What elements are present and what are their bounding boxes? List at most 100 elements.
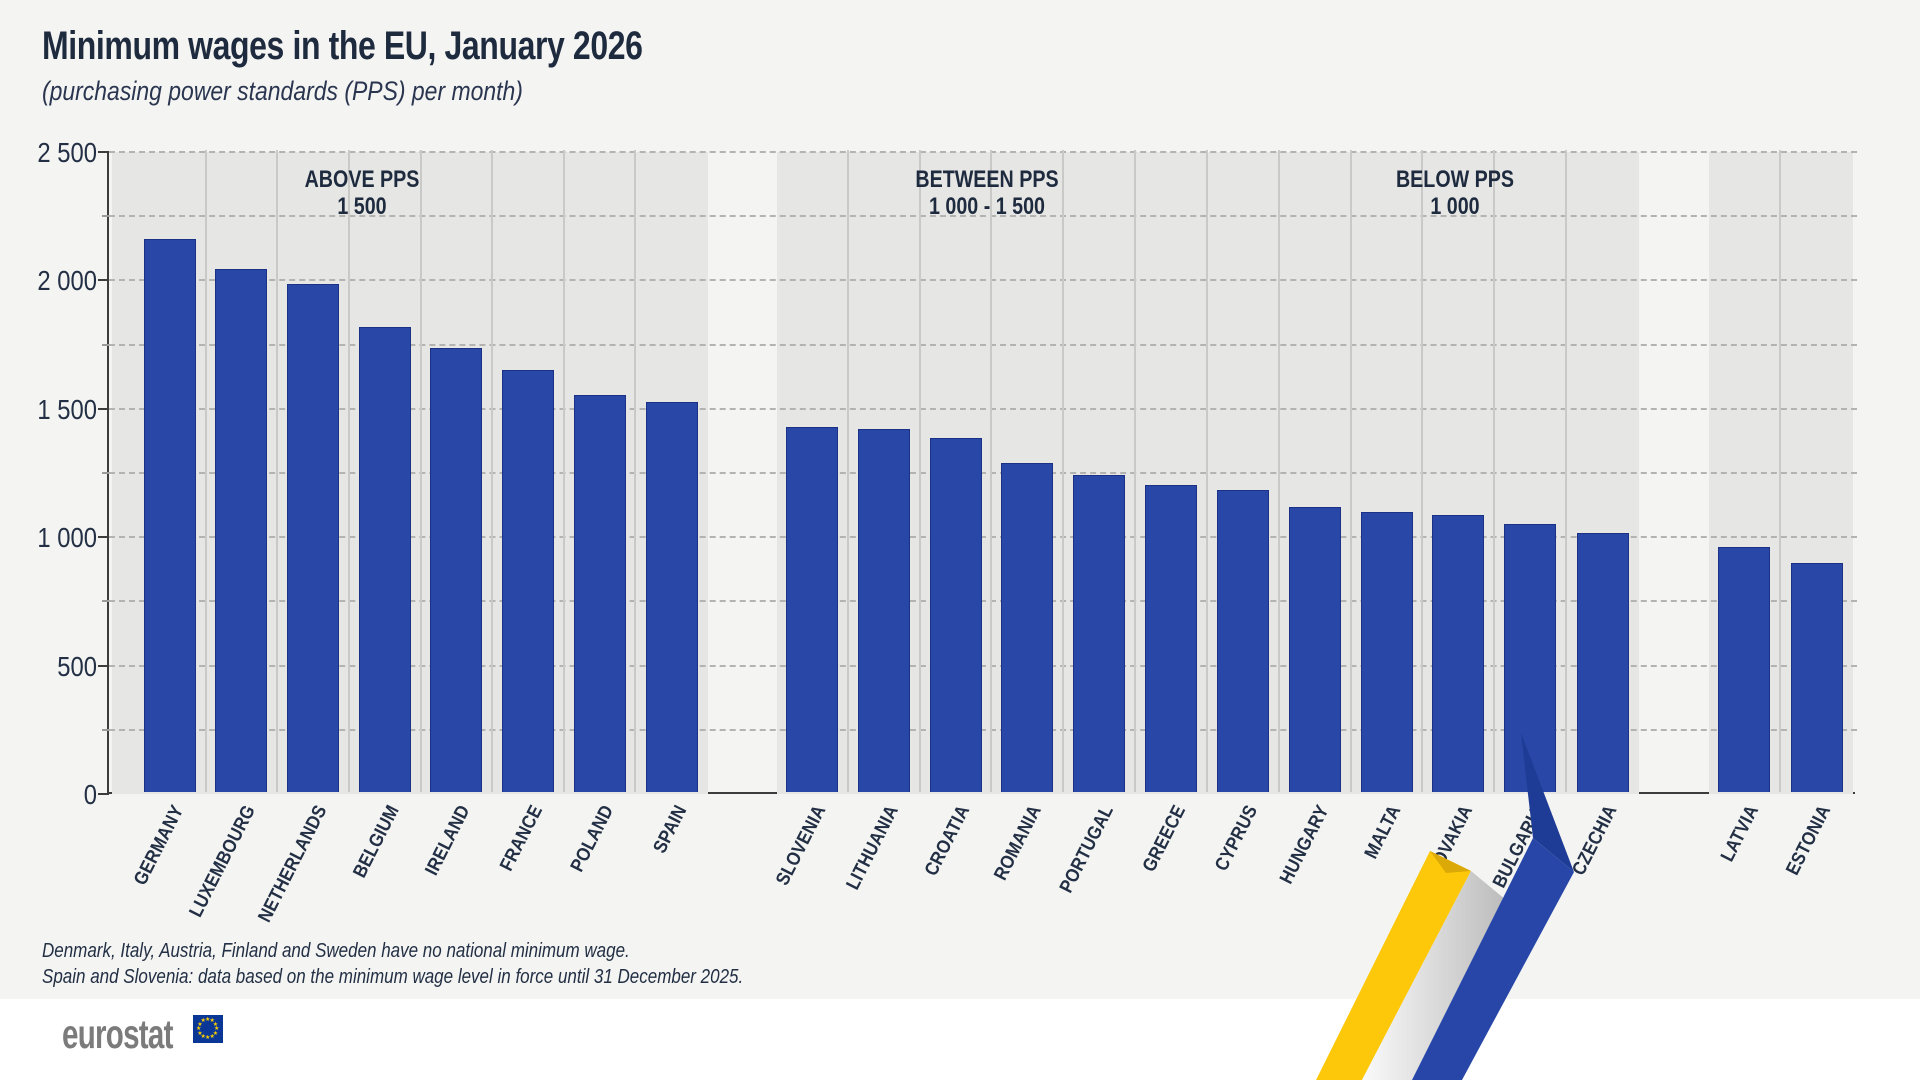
bar-column-netherlands: NETHERLANDS bbox=[255, 150, 350, 926]
gridline-250 bbox=[109, 728, 1857, 731]
bar-column-czechia: CZECHIA bbox=[1567, 150, 1639, 879]
bar-chart: GERMANY LUXEMBOURG NETHERLANDS BELGIUM IRELA… bbox=[37, 138, 1857, 926]
bar-column-belgium: BELGIUM bbox=[349, 150, 422, 881]
gridline-1750 bbox=[109, 343, 1857, 346]
gridline-1250 bbox=[109, 472, 1857, 474]
flag-star: ★ bbox=[214, 1026, 220, 1032]
group-heading-line: BETWEEN PPS bbox=[915, 166, 1059, 193]
group-heading-line: ABOVE PPS bbox=[304, 166, 420, 193]
flag-star: ★ bbox=[209, 1018, 215, 1025]
x-axis-label-poland: POLAND bbox=[567, 802, 619, 876]
gridline-2000 bbox=[109, 279, 1857, 282]
bar-column-france: FRANCE bbox=[493, 150, 565, 875]
y-tick-major bbox=[98, 664, 109, 667]
y-tick-label-0: 0 bbox=[83, 779, 97, 810]
bar-column-lithuania: LITHUANIA bbox=[842, 150, 921, 893]
bar-column-poland: POLAND bbox=[565, 150, 637, 875]
flag-star: ★ bbox=[209, 1033, 215, 1040]
gridline-750 bbox=[109, 600, 1857, 603]
y-tick-major bbox=[98, 793, 109, 795]
x-axis-label-slovenia: SLOVENIA bbox=[772, 802, 831, 889]
bar-lithuania bbox=[857, 428, 910, 792]
bar-column-slovenia: SLOVENIA bbox=[772, 150, 849, 889]
x-axis-label-ireland: IRELAND bbox=[422, 802, 476, 879]
bar-column-hungary: HUNGARY bbox=[1276, 150, 1352, 887]
y-tick-label-1000: 1 000 bbox=[37, 522, 97, 554]
bar-romania bbox=[1001, 463, 1054, 792]
bar-column-romania: ROMANIA bbox=[991, 150, 1065, 884]
bar-portugal bbox=[1073, 474, 1126, 792]
gridline-2500 bbox=[109, 151, 1857, 154]
bar-croatia bbox=[929, 437, 982, 792]
x-axis-label-estonia: ESTONIA bbox=[1782, 802, 1836, 879]
bar-latvia bbox=[1718, 546, 1770, 792]
flag-star: ★ bbox=[200, 1033, 206, 1040]
flag-star: ★ bbox=[200, 1018, 206, 1025]
bar-spain bbox=[646, 401, 699, 792]
y-tick-minor bbox=[102, 215, 109, 218]
flag-star: ★ bbox=[197, 1021, 203, 1028]
bar-czechia bbox=[1577, 532, 1630, 792]
bar-greece bbox=[1145, 485, 1198, 792]
bar-column-germany: GERMANY bbox=[130, 150, 207, 889]
gridline-2250 bbox=[109, 215, 1857, 218]
bar-ireland bbox=[430, 347, 483, 792]
x-axis-label-slovakia: SLOVAKIA bbox=[1419, 802, 1478, 889]
page-subtitle: (purchasing power standards (PPS) per mo… bbox=[42, 76, 523, 106]
bar-slovenia bbox=[785, 427, 838, 792]
gridline-500 bbox=[109, 664, 1857, 667]
bar-column-croatia: CROATIA bbox=[921, 150, 993, 879]
flag-star: ★ bbox=[196, 1026, 202, 1032]
x-axis-label-hungary: HUNGARY bbox=[1276, 802, 1334, 888]
y-tick-label-2000: 2 000 bbox=[37, 265, 97, 297]
bar-column-bulgaria: BULGARIA bbox=[1490, 150, 1568, 891]
bar-poland bbox=[573, 395, 626, 792]
bar-column-cyprus: CYPRUS bbox=[1208, 150, 1280, 875]
bar-luxembourg bbox=[215, 269, 268, 792]
y-tick-label-1500: 1 500 bbox=[37, 393, 97, 425]
group-heading-line: BELOW PPS bbox=[1395, 166, 1515, 193]
bar-column-luxembourg: LUXEMBOURG bbox=[186, 150, 279, 921]
flag-star: ★ bbox=[205, 1017, 211, 1023]
bar-column-spain: SPAIN bbox=[636, 150, 708, 857]
x-axis-label-france: FRANCE bbox=[495, 802, 547, 875]
x-axis-label-czechia: CZECHIA bbox=[1568, 802, 1622, 879]
bar-column-portugal: PORTUGAL bbox=[1056, 150, 1137, 896]
flag-star: ★ bbox=[205, 1035, 211, 1041]
y-tick-major bbox=[98, 151, 109, 154]
x-axis-label-cyprus: CYPRUS bbox=[1210, 802, 1262, 875]
bar-hungary bbox=[1288, 506, 1341, 792]
eurostat-logo-text: eurostat bbox=[62, 1011, 173, 1057]
bar-column-greece: GREECE bbox=[1136, 150, 1208, 875]
x-axis-label-netherlands: NETHERLANDS bbox=[254, 802, 332, 926]
group-heading-line: 1 000 bbox=[1430, 193, 1480, 220]
y-tick-minor bbox=[102, 728, 109, 731]
group-heading-line: 1 500 bbox=[337, 193, 387, 220]
flag-star: ★ bbox=[212, 1021, 219, 1028]
y-tick-major bbox=[98, 407, 109, 410]
y-tick-label-2500: 2 500 bbox=[37, 137, 97, 168]
flag-star: ★ bbox=[197, 1030, 203, 1037]
y-tick-major bbox=[98, 279, 109, 282]
gridline-1500 bbox=[109, 407, 1857, 410]
y-tick-minor bbox=[102, 472, 109, 474]
group-heading-1: ABOVE PPS 1 500 bbox=[305, 166, 420, 220]
bar-slovakia bbox=[1432, 514, 1485, 792]
x-axis-label-greece: GREECE bbox=[1138, 802, 1190, 876]
x-axis-label-malta: MALTA bbox=[1360, 802, 1406, 863]
bar-malta bbox=[1360, 512, 1413, 792]
y-tick-minor bbox=[102, 600, 109, 603]
bar-column-malta: MALTA bbox=[1352, 150, 1424, 862]
footnote-line: Spain and Slovenia: data based on the mi… bbox=[42, 966, 744, 988]
bar-column-ireland: IRELAND bbox=[422, 150, 494, 879]
x-axis-label-germany: GERMANY bbox=[130, 802, 189, 889]
y-tick-major bbox=[98, 536, 109, 539]
y-tick-minor bbox=[102, 343, 109, 346]
x-axis-label-lithuania: LITHUANIA bbox=[842, 802, 903, 894]
bar-netherlands bbox=[287, 283, 340, 792]
group-heading-2: BETWEEN PPS 1 000 - 1 500 bbox=[915, 166, 1058, 220]
x-axis-label-spain: SPAIN bbox=[649, 802, 691, 857]
bar-germany bbox=[143, 238, 196, 792]
x-axis-label-bulgaria: BULGARIA bbox=[1489, 802, 1549, 892]
